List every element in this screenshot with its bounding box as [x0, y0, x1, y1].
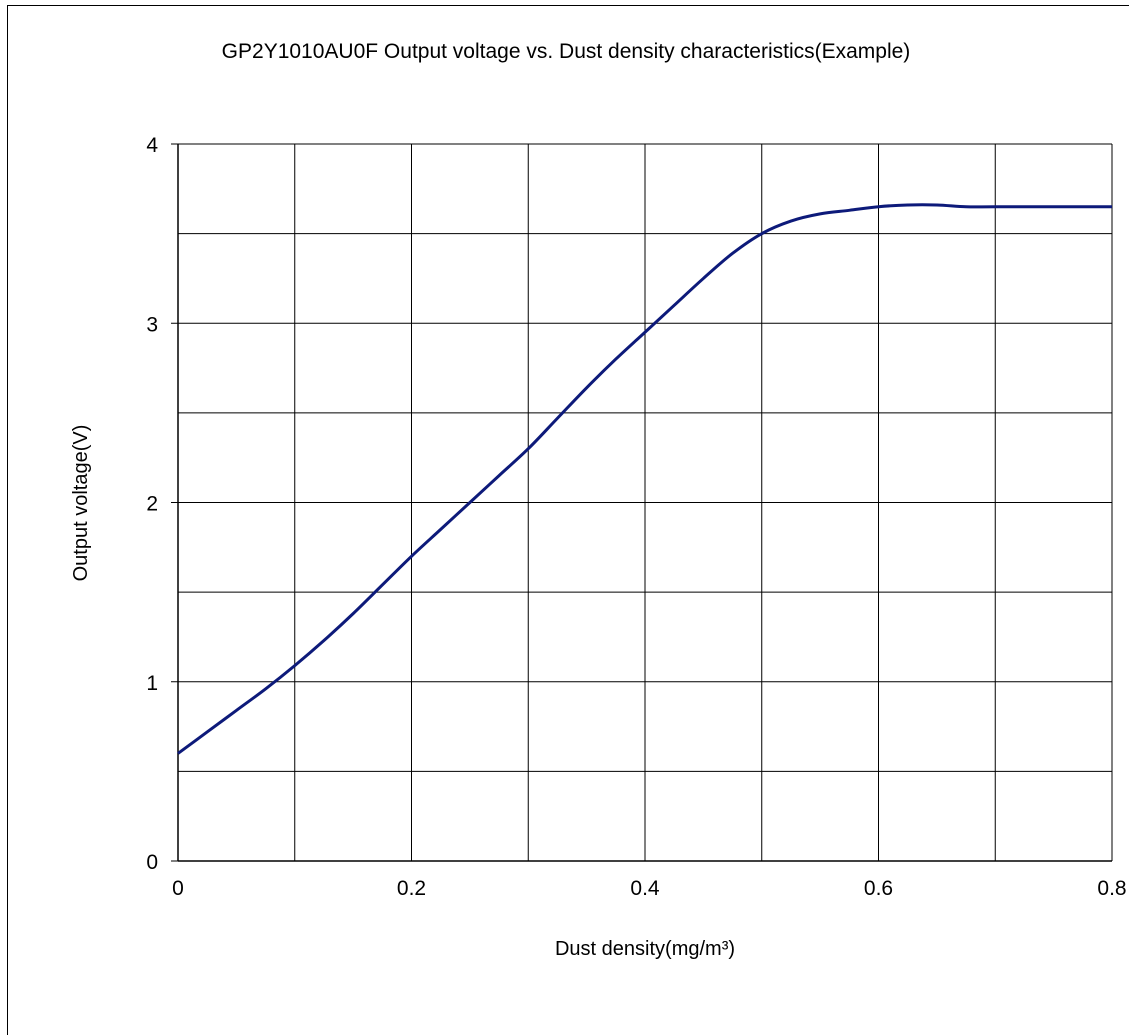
tick-labels: 0 0.2 0.4 0.6 0.8 0 1 2 3 4	[146, 134, 1126, 900]
x-tick-label: 0.8	[1097, 877, 1126, 900]
x-tick-label: 0.4	[630, 877, 660, 900]
y-tick-label: 2	[146, 493, 158, 516]
grid	[177, 143, 1113, 862]
chart-title: GP2Y1010AU0F Output voltage vs. Dust den…	[222, 40, 911, 63]
series-line	[177, 203, 1112, 755]
y-tick-label: 0	[146, 851, 158, 874]
x-axis-label: Dust density(mg/m³)	[555, 938, 735, 960]
x-tick-label: 0.6	[864, 877, 893, 900]
x-tick-label: 0	[172, 877, 184, 900]
y-tick-label: 1	[146, 672, 158, 695]
y-tick-label: 3	[146, 313, 158, 336]
chart-frame	[7, 5, 1129, 1035]
axes	[171, 143, 1112, 862]
y-tick-label: 4	[146, 134, 158, 157]
y-axis-label: Output voltage(V)	[70, 425, 92, 582]
x-tick-label: 0.2	[397, 877, 426, 900]
